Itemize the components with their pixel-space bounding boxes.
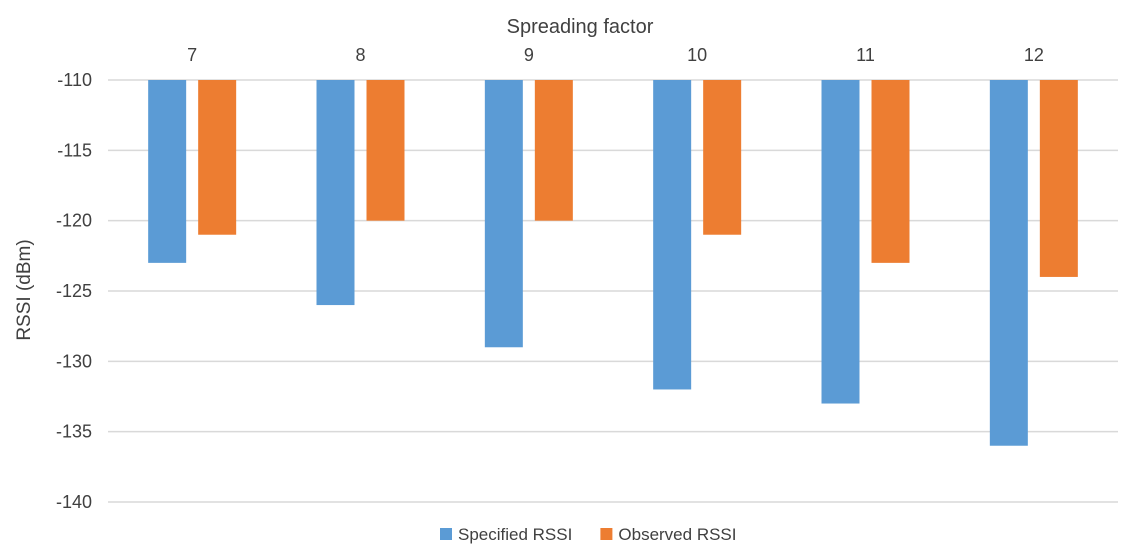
bar-specified-rssi <box>316 80 355 306</box>
x-axis-title: Spreading factor <box>507 16 654 38</box>
y-tick-label: -120 <box>56 211 92 231</box>
x-tick-label: 7 <box>187 45 197 65</box>
bar-specified-rssi <box>653 80 692 390</box>
bar-specified-rssi <box>821 80 860 404</box>
y-tick-label: -140 <box>56 492 92 512</box>
x-tick-label: 11 <box>856 45 875 65</box>
y-tick-label: -110 <box>57 70 92 90</box>
bar-observed-rssi <box>871 80 910 263</box>
y-tick-label: -130 <box>56 351 92 371</box>
legend-swatch <box>440 528 452 540</box>
y-tick-label: -125 <box>56 281 92 301</box>
x-tick-label: 10 <box>687 45 707 65</box>
bars <box>148 80 1078 446</box>
y-axis-title: RSSI (dBm) <box>14 239 35 340</box>
bar-specified-rssi <box>989 80 1028 446</box>
bar-observed-rssi <box>366 80 405 221</box>
legend: Specified RSSI Observed RSSI <box>440 525 737 544</box>
x-tick-labels: 7 8 9 10 11 12 <box>187 45 1044 65</box>
bar-observed-rssi <box>1039 80 1078 277</box>
y-tick-label: -115 <box>57 140 92 160</box>
gridlines <box>108 79 1118 503</box>
legend-swatch <box>600 528 613 540</box>
bar-observed-rssi <box>198 80 237 235</box>
legend-label: Specified RSSI <box>458 525 572 544</box>
bar-observed-rssi <box>534 80 573 221</box>
bar-observed-rssi <box>703 80 742 235</box>
y-tick-labels: -110 -115 -120 -125 -130 -135 -140 <box>56 70 92 512</box>
legend-label: Observed RSSI <box>618 525 736 544</box>
bar-specified-rssi <box>148 80 187 263</box>
bar-specified-rssi <box>484 80 523 348</box>
y-tick-label: -135 <box>56 422 92 442</box>
x-tick-label: 8 <box>355 45 365 65</box>
x-tick-label: 9 <box>524 45 534 65</box>
x-tick-label: 12 <box>1024 45 1044 65</box>
